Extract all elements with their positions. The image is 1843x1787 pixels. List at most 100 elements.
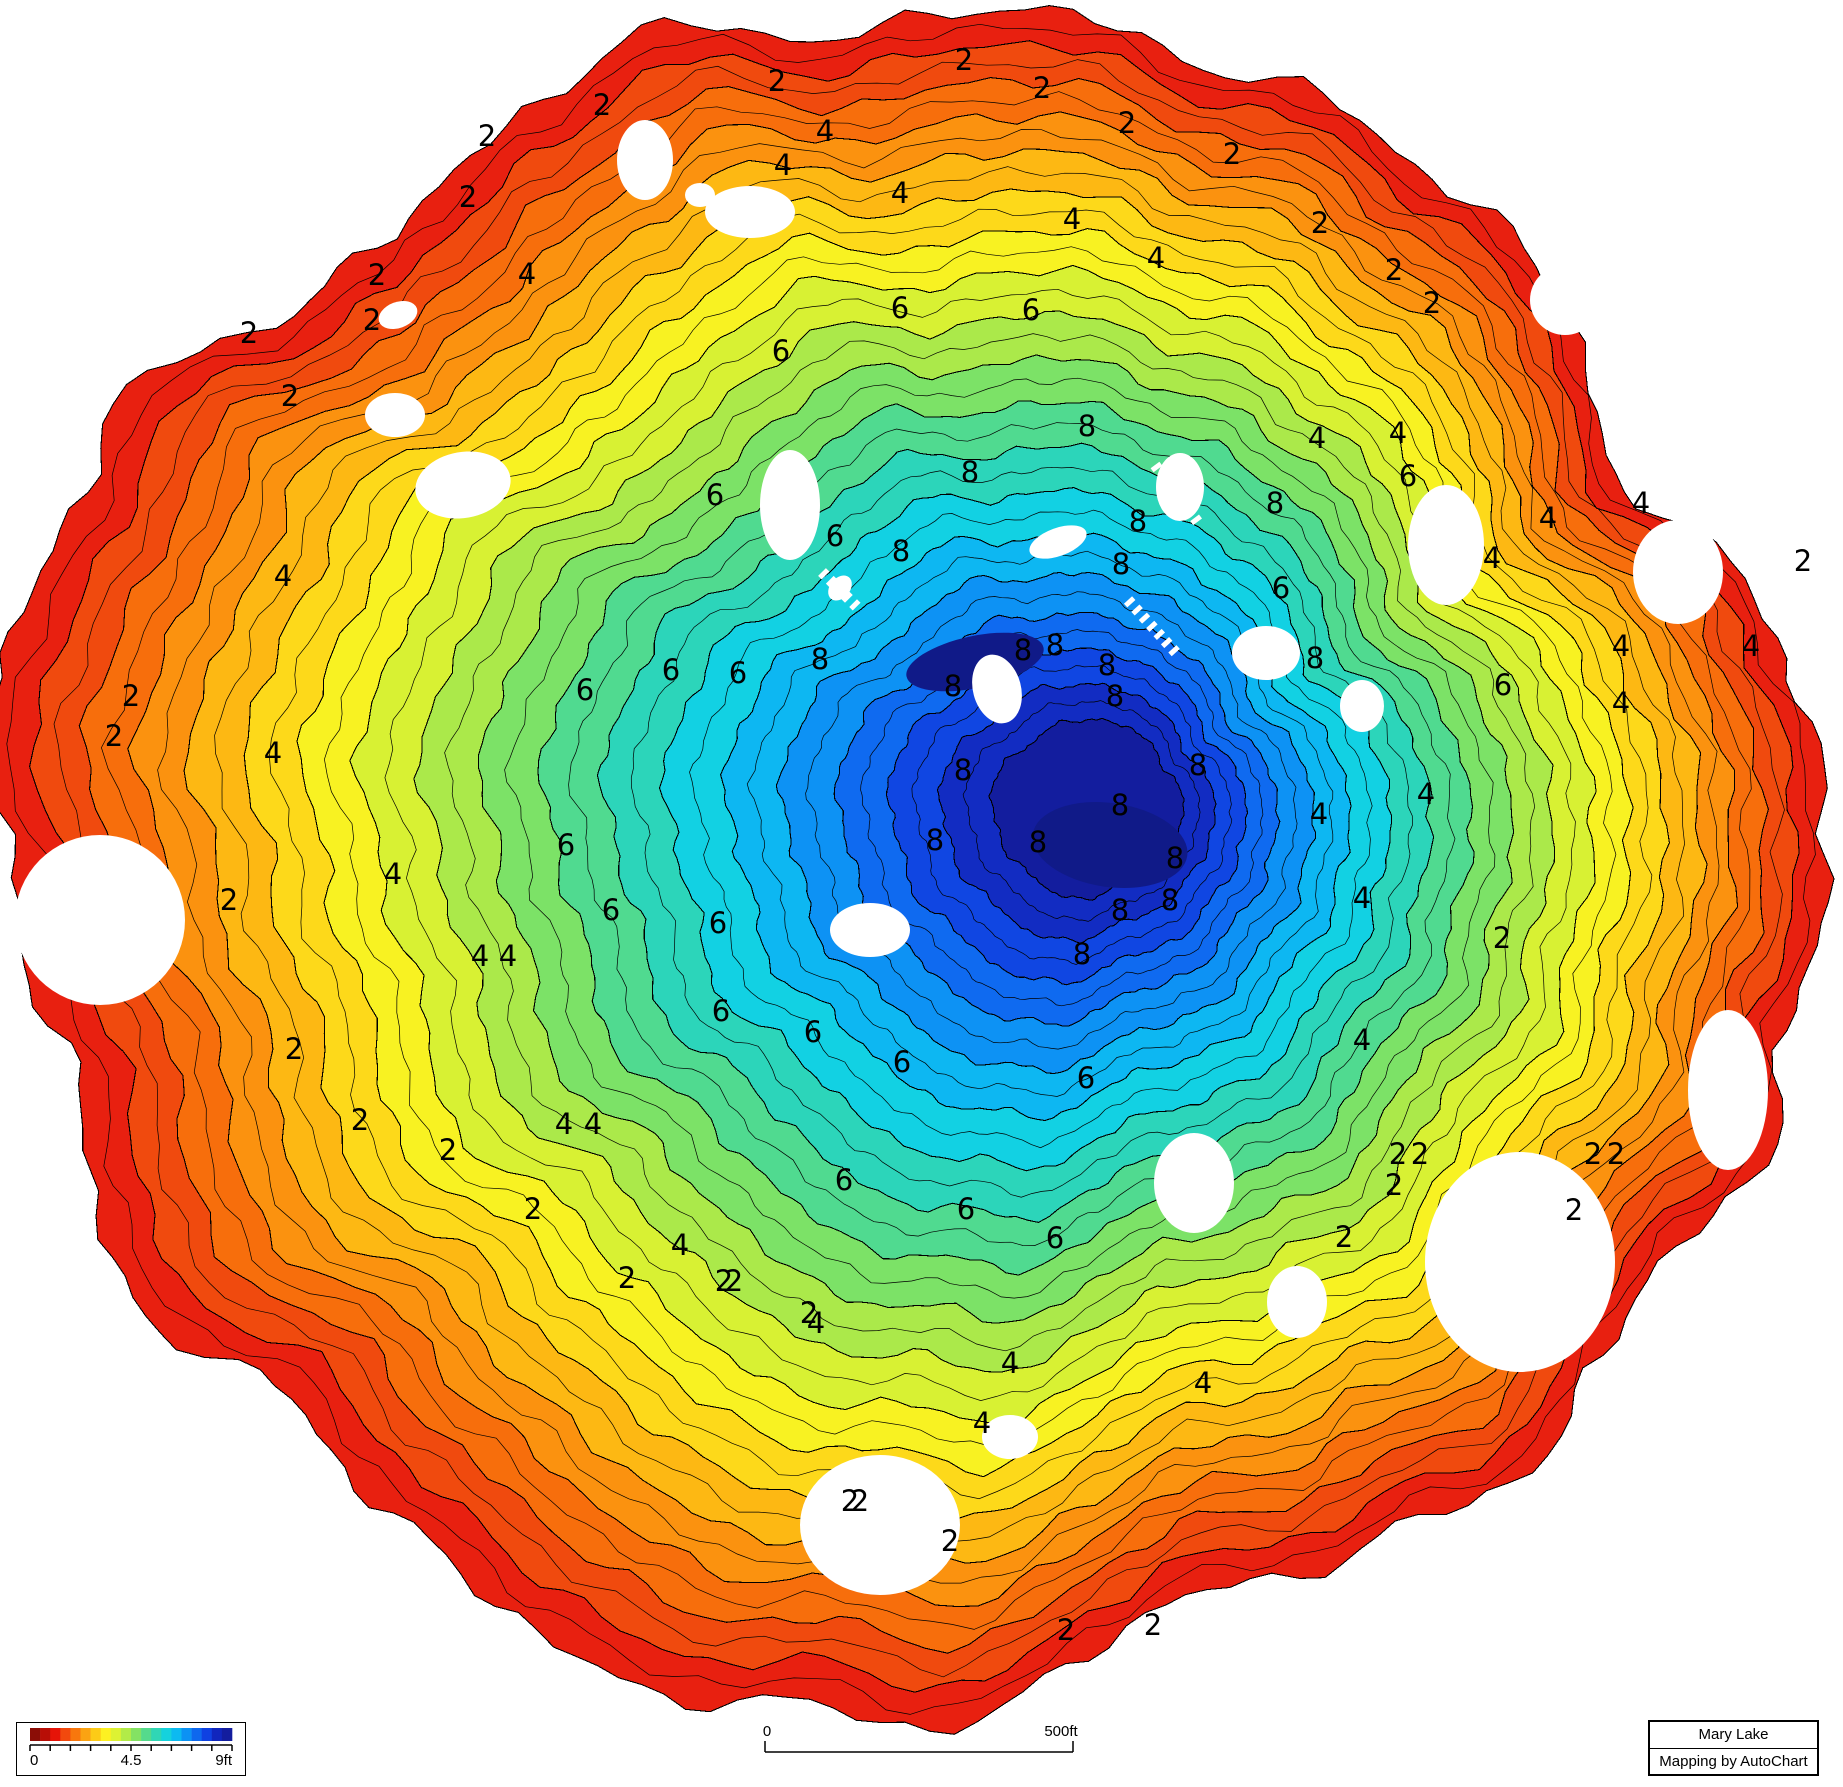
depth-label: 6 [1494,668,1512,702]
depth-label: 2 [240,316,258,350]
depth-label: 6 [1046,1221,1064,1255]
depth-label: 2 [593,88,611,122]
island-hole [982,1415,1038,1459]
survey-track-artifacts [818,461,1205,659]
depth-label: 8 [954,753,972,787]
depth-label: 4 [1147,241,1165,275]
legend-color-segment [151,1728,162,1741]
survey-track-dots [1123,596,1183,659]
contour-line [157,129,1720,1584]
contour-line [504,377,1496,1299]
depth-label: 8 [811,642,829,676]
depth-label: 4 [1612,629,1630,663]
depth-label: 4 [384,857,402,891]
island-hole [760,450,820,560]
depth-label: 6 [893,1045,911,1079]
depth-label: 2 [851,1484,869,1518]
depth-label: 8 [1106,679,1124,713]
depth-label: 8 [1166,841,1184,875]
survey-track-dots [1150,461,1205,529]
depth-label: 2 [1794,544,1812,578]
depth-label: 4 [1063,202,1081,236]
contour-line [384,288,1576,1401]
depth-label: 4 [973,1406,991,1440]
survey-track-dots [818,568,862,612]
legend-color-segment [221,1728,233,1741]
depth-label: 8 [1046,628,1064,662]
depth-label: 8 [1306,641,1324,675]
legend-color-segment [141,1728,152,1741]
depth-label: 6 [835,1163,853,1197]
depth-label: 2 [478,119,496,153]
legend-color-segment [191,1728,202,1741]
depth-label: 8 [961,455,979,489]
depth-label: 4 [584,1107,602,1141]
depth-label: 8 [1111,788,1129,822]
depth-label: 2 [1493,921,1511,955]
legend-color-segment [110,1728,122,1741]
depth-label: 4 [1632,486,1650,520]
depth-label: 2 [1411,1137,1429,1171]
depth-label: 4 [471,939,489,973]
legend-color-segment [50,1728,61,1741]
island-hole [705,186,795,238]
depth-label: 6 [1272,571,1290,605]
island-hole [1029,525,1087,559]
legend-color-segment [40,1728,51,1741]
island-hole [830,903,910,957]
contour-line [860,629,1264,1007]
legend-colorbar [30,1728,233,1741]
island-hole [1340,680,1384,732]
depth-label: 4 [774,148,792,182]
depth-label: 2 [1607,1137,1625,1171]
legend-color-segment [70,1728,81,1741]
legend-min-label: 0 [30,1752,38,1769]
legend-color-segment [80,1728,91,1741]
depth-label: 6 [1077,1061,1095,1095]
depth-label: 4 [274,559,292,593]
depth-label: 4 [671,1228,689,1262]
depth-label: 6 [804,1015,822,1049]
depth-label: 2 [941,1524,959,1558]
island-hole [1156,453,1204,521]
island-hole [378,300,418,330]
depth-label: 6 [891,291,909,325]
depth-label: 2 [351,1103,369,1137]
contour-line [805,591,1298,1050]
depth-label: 6 [576,673,594,707]
depth-label: 4 [1353,1023,1371,1057]
contour-line [269,208,1653,1500]
island-hole [1530,265,1600,335]
depth-label: 2 [1385,1168,1403,1202]
contour-line [630,466,1413,1198]
depth-label: 4 [1417,777,1435,811]
depth-label: 8 [1129,504,1147,538]
map-credit: Mapping by AutoChart [1650,1747,1817,1775]
depth-label: 2 [768,64,786,98]
depth-label: 6 [557,828,575,862]
depth-legend: 0 4.5 9ft [16,1722,246,1776]
depth-label: 4 [1742,629,1760,663]
island-hole [1232,626,1300,680]
map-title: Mary Lake [1698,1726,1769,1744]
depth-label: 8 [1111,893,1129,927]
legend-max-label: 9ft [215,1752,233,1769]
depth-label: 4 [1310,797,1328,831]
scale-bar-start-label: 0 [763,1723,771,1740]
depth-label: 4 [264,736,282,770]
nodata-islands [15,120,1768,1595]
depth-label: 4 [1539,501,1557,535]
depth-label: 8 [1112,547,1130,581]
island-hole [972,654,1022,724]
depth-label: 2 [459,180,477,214]
contour-line [962,700,1201,922]
depth-label: 2 [524,1192,542,1226]
depth-label: 2 [439,1133,457,1167]
depth-label: 2 [1118,106,1136,140]
legend-color-segment [131,1728,142,1741]
legend-color-segment [30,1728,41,1741]
legend-color-segment [90,1728,101,1741]
depth-label: 2 [715,1264,733,1298]
depth-label: 8 [1029,825,1047,859]
